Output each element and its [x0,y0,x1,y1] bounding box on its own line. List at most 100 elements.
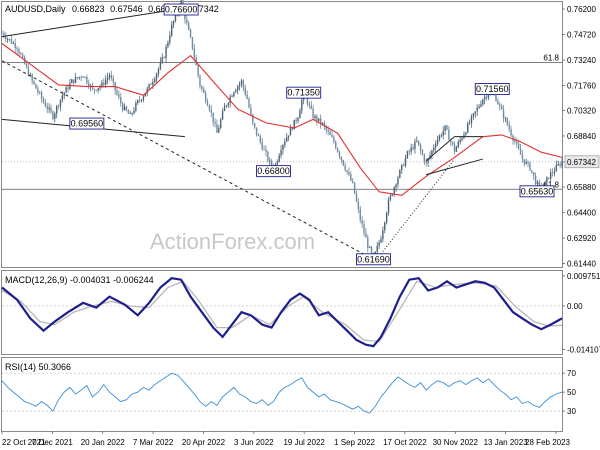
candle-body [361,220,363,225]
candle-body [472,113,475,117]
candle-body [55,106,58,114]
candle-body [25,63,28,67]
candle-body [391,194,394,196]
candle-body [16,47,18,50]
candle-body [116,90,118,95]
candle-body [316,115,318,121]
price-y-label: 0.68840 [567,132,596,141]
x-tick-label: 20 Jan 2022 [81,438,126,447]
candle-body [393,187,395,195]
candle-body [91,85,94,89]
candle-body [210,109,212,113]
rsi-chart [1,372,563,414]
candle-body [293,119,295,130]
candle-body [27,66,30,76]
candle-body [6,38,9,40]
candle-body [519,148,522,155]
candle-body [327,129,329,132]
candle-body [280,149,282,156]
candle-body [282,145,284,150]
candle-body [121,103,124,111]
fib-label-1: 61.8 [543,180,559,189]
price-y-label: 0.74720 [567,31,596,40]
candle-body [59,99,62,107]
annotation-label: 0.66800 [257,166,290,176]
candle-body [29,74,31,76]
candle-body [48,107,50,110]
moving-average-line [1,43,563,196]
candle-body [359,209,361,221]
candle-body [368,247,371,248]
trendline-4 [425,136,455,162]
candle-body [485,96,488,98]
candle-body [12,43,15,44]
candle-body [425,161,427,163]
candle-body [357,201,360,210]
candle-body [129,113,131,114]
candle-body [161,57,163,62]
annotation-box [355,253,391,266]
candle-body [120,97,122,104]
candle-body [225,105,228,107]
candle-body [483,96,486,100]
candle-body [525,161,527,164]
candle-body [301,100,303,111]
candle-body [312,108,314,118]
candle-body [57,106,60,108]
candle-body [516,141,518,144]
candle-body [527,161,529,163]
x-tick-label: 22 Oct 2021 [2,438,46,447]
candle-body [451,141,454,145]
candle-body [306,96,309,105]
candle-body [163,57,165,59]
candle-body [353,182,356,194]
fib-label-0: 61.8 [543,53,559,62]
candle-body [336,148,339,153]
candle-body [35,83,37,89]
x-tick-label: 1 Sep 2022 [334,438,375,447]
candle-body [103,82,105,85]
candle-body [333,137,335,143]
candle-body [61,95,64,100]
candle-body [346,170,348,172]
candle-body [199,75,201,87]
price-y-label: 0.64400 [567,209,596,218]
candle-body [276,161,278,165]
candle-body [159,61,162,69]
price-y-label: 0.70320 [567,106,596,115]
candle-body [231,96,233,97]
ohlc-close: 0.67342 [186,4,219,14]
candle-body [187,23,190,30]
price-y-label: 0.65880 [567,183,596,192]
candle-body [376,245,378,252]
candle-body [108,75,111,78]
candle-body [255,127,258,135]
candle-body [499,104,501,106]
candle-body [97,88,99,91]
candle-body [63,92,65,96]
candle-body [250,107,252,115]
candle-body [106,77,109,80]
price-panel-frame [1,1,563,268]
candle-body [189,29,192,38]
candle-body [436,139,439,145]
trendline-3 [380,158,455,255]
candle-body [214,122,216,124]
candle-body [544,181,546,189]
candle-body [523,159,525,164]
macd-y-label: -0.014107 [567,346,600,355]
x-tick-label: 17 Oct 2022 [383,438,427,447]
candle-body [555,165,558,172]
candle-body [186,19,188,24]
candle-body [342,160,344,166]
candle-body [538,181,541,186]
candle-body [461,138,463,140]
candle-body [431,150,433,156]
candle-body [551,172,554,174]
candle-body [286,137,288,142]
candle-body [278,155,280,162]
rsi-y-label: 50 [567,388,576,397]
candle-body [46,106,48,110]
x-tick-label: 20 Apr 2022 [182,438,226,447]
candle-body [125,106,128,111]
